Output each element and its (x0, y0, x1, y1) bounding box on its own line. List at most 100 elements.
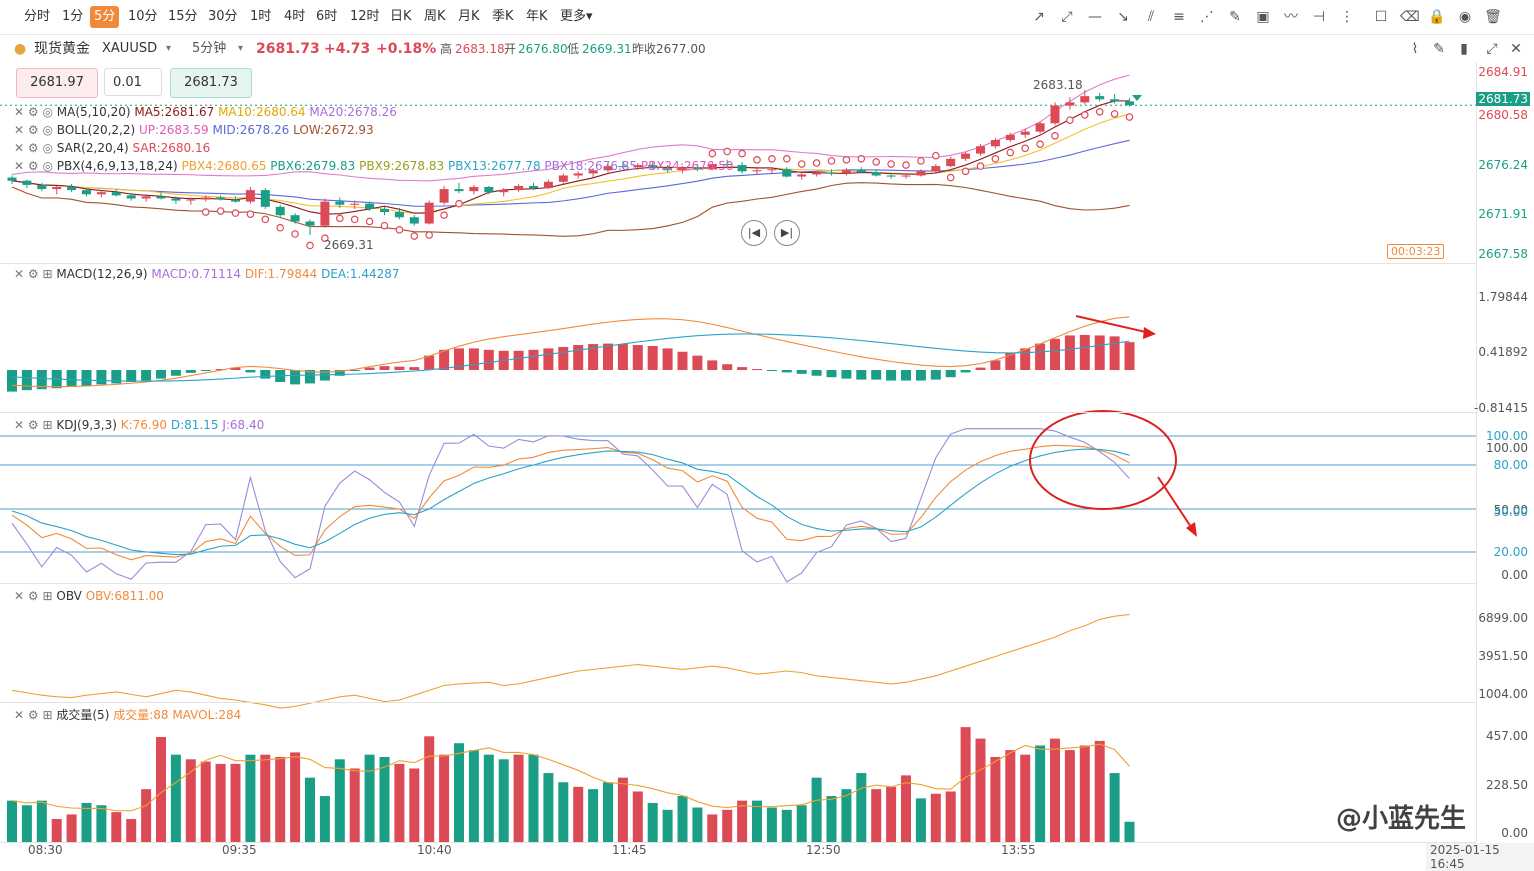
lock-icon[interactable]: 🔒 (1428, 9, 1446, 25)
fibonacci-icon[interactable]: ≡ (1173, 9, 1185, 25)
close-icon[interactable]: ✕ (14, 123, 25, 137)
pbx-legend: ✕ ⚙ ◎ PBX(4,6,9,13,18,24) PBX4:2680.65 P… (14, 158, 733, 174)
symbol-code[interactable]: XAUUSD (102, 41, 158, 56)
volume-bar (305, 777, 315, 842)
timeframe-4[interactable]: 15分 (168, 9, 198, 24)
scroll-right-button[interactable]: ▶| (774, 220, 800, 246)
sar-dot (365, 217, 374, 226)
settings-icon[interactable]: ⚙ (27, 267, 39, 281)
timeframe-8[interactable]: 6时 (316, 9, 338, 24)
settings-icon[interactable]: ⚙ (27, 141, 39, 155)
timeframe-2[interactable]: 5分 (90, 6, 120, 28)
settings-icon[interactable]: ⚙ (27, 123, 39, 137)
eye-icon[interactable]: ◉ (1458, 9, 1472, 25)
volume-bar (871, 789, 882, 842)
kdj-name: KDJ(9,3,3) (56, 418, 117, 432)
timeframe-11[interactable]: 周K (424, 9, 446, 24)
timeframe-6[interactable]: 1时 (250, 9, 272, 24)
eye-icon[interactable]: ◎ (42, 141, 53, 155)
candle (156, 196, 166, 199)
settings-icon[interactable]: ⚙ (27, 589, 39, 603)
expand-icon[interactable]: ⊞ (42, 589, 53, 603)
volume-bar (588, 789, 599, 842)
expand-icon[interactable]: ⊞ (42, 267, 53, 281)
candle (275, 206, 285, 216)
note-icon[interactable]: ☐ (1374, 9, 1388, 25)
timeframe-3[interactable]: 10分 (128, 9, 158, 24)
volume-bar (752, 800, 762, 842)
timeframe-10[interactable]: 日K (390, 9, 412, 24)
settings-icon[interactable]: ⚙ (27, 159, 39, 173)
timeframe-0[interactable]: 分时 (24, 9, 51, 24)
segment-icon[interactable]: ↘ (1117, 9, 1129, 25)
sar-dot (455, 199, 463, 208)
lot-size-input[interactable]: 0.01 (104, 68, 162, 96)
pane-divider[interactable] (0, 702, 1476, 703)
gann-fan-icon[interactable]: ⋰ (1200, 9, 1214, 25)
close-icon[interactable]: ✕ (14, 141, 25, 155)
sar-dot (931, 151, 940, 160)
volume-bar (170, 754, 181, 842)
pane-divider[interactable] (0, 412, 1476, 413)
close-chart-icon[interactable]: ✕ (1510, 41, 1522, 57)
eye-icon[interactable]: ◎ (42, 105, 53, 119)
close-icon[interactable]: ✕ (14, 589, 25, 603)
candle-style-icon[interactable]: ▮ (1460, 41, 1468, 57)
eye-icon[interactable]: ◎ (42, 123, 53, 137)
timeframe-5[interactable]: 30分 (208, 9, 238, 24)
close-icon[interactable]: ✕ (14, 418, 25, 432)
timeframe-9[interactable]: 12时 (350, 9, 380, 24)
ray-icon[interactable]: ⤢ (1061, 9, 1073, 25)
pane-divider[interactable] (0, 583, 1476, 584)
period-select[interactable]: 5分钟 (192, 41, 227, 56)
macd-bar (766, 370, 777, 371)
line-type-icon[interactable]: ⌇ (1411, 41, 1419, 57)
candle (648, 165, 658, 169)
delete-icon[interactable]: 🗑 (1484, 9, 1502, 25)
symbol-dropdown-icon[interactable]: ▾ (166, 43, 172, 54)
eraser-icon[interactable]: ⌫ (1400, 9, 1420, 25)
trend-line-icon[interactable]: ↗ (1033, 9, 1045, 25)
more-icon[interactable]: ⋮ (1340, 9, 1354, 25)
annotation-arrowhead (1186, 522, 1197, 537)
brush-icon[interactable]: ✎ (1433, 41, 1445, 57)
scroll-left-button[interactable]: |◀ (741, 220, 767, 246)
close-icon[interactable]: ✕ (14, 267, 25, 281)
pencil-icon[interactable]: ✎ (1229, 9, 1241, 25)
macd-bar (1064, 335, 1075, 370)
volume-bar (230, 763, 241, 842)
macd-bar (379, 366, 390, 370)
fullscreen-icon[interactable]: ⤢ (1486, 41, 1498, 57)
timeframe-13[interactable]: 季K (492, 9, 514, 24)
settings-icon[interactable]: ⚙ (27, 418, 39, 432)
timeframe-12[interactable]: 月K (458, 9, 480, 24)
pane-divider[interactable] (0, 263, 1476, 264)
parallel-icon[interactable]: ⫽ (1147, 9, 1155, 25)
expand-icon[interactable]: ⊞ (42, 418, 53, 432)
sell-price-button[interactable]: 2681.97 (16, 68, 98, 98)
candle (1095, 96, 1105, 100)
period-dropdown-icon[interactable]: ▾ (238, 43, 244, 54)
volume-bar (766, 807, 777, 842)
close-icon[interactable]: ✕ (14, 105, 25, 119)
symbol-name[interactable]: 现货黄金 (34, 41, 90, 57)
expand-icon[interactable]: ⊞ (42, 708, 53, 722)
volume-bar (126, 819, 137, 842)
eye-icon[interactable]: ◎ (42, 159, 53, 173)
settings-icon[interactable]: ⚙ (27, 105, 39, 119)
timeframe-14[interactable]: 年K (526, 9, 548, 24)
price-line-icon[interactable]: ⊣ (1312, 9, 1326, 25)
horizontal-line-icon[interactable]: — (1088, 9, 1102, 25)
timeframe-7[interactable]: 4时 (284, 9, 306, 24)
close-icon[interactable]: ✕ (14, 708, 25, 722)
candle (633, 165, 643, 168)
settings-icon[interactable]: ⚙ (27, 708, 39, 722)
wave-icon[interactable]: 〰 (1284, 9, 1298, 25)
timeframe-15[interactable]: 更多▾ (560, 9, 593, 24)
timeframe-1[interactable]: 1分 (62, 9, 84, 24)
buy-price-button[interactable]: 2681.73 (170, 68, 252, 98)
volume-bar (424, 736, 435, 842)
close-icon[interactable]: ✕ (14, 159, 25, 173)
image-icon[interactable]: ▣ (1256, 9, 1270, 25)
